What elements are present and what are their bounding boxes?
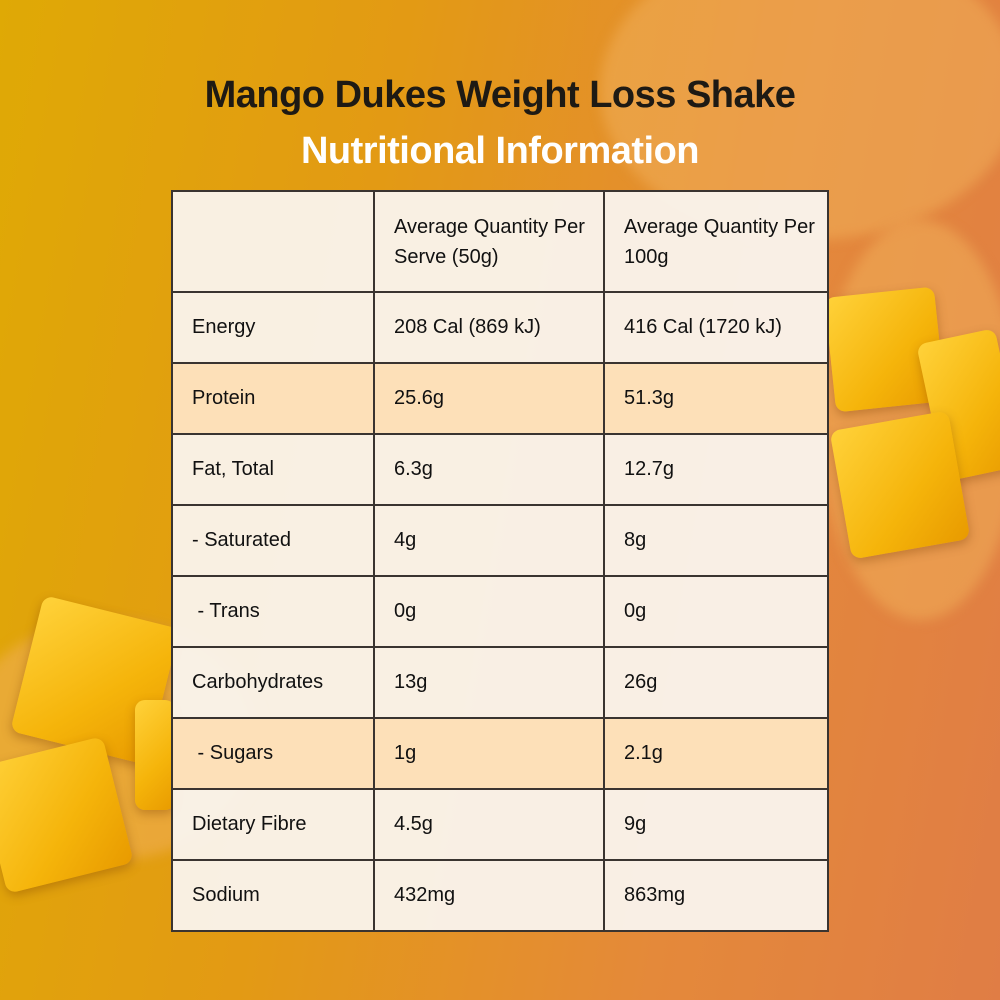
per-serve-value: 208 Cal (869 kJ) xyxy=(373,291,605,364)
table-row: - Saturated 4g 8g xyxy=(171,504,829,577)
per-100g-value: 9g xyxy=(603,788,829,861)
nutrition-table: Average Quantity Per Serve (50g) Average… xyxy=(171,190,829,932)
nutrient-label: - Saturated xyxy=(171,504,375,577)
per-serve-value: 25.6g xyxy=(373,362,605,435)
per-serve-value: 6.3g xyxy=(373,433,605,506)
per-100g-value: 26g xyxy=(603,646,829,719)
table-row: - Trans 0g 0g xyxy=(171,575,829,648)
mango-cube-image xyxy=(829,410,971,560)
page-title: Mango Dukes Weight Loss Shake xyxy=(204,74,796,116)
table-row: Dietary Fibre 4.5g 9g xyxy=(171,788,829,861)
per-serve-value: 4g xyxy=(373,504,605,577)
per-serve-value: 4.5g xyxy=(373,788,605,861)
per-100g-value: 2.1g xyxy=(603,717,829,790)
table-row: Sodium 432mg 863mg xyxy=(171,859,829,932)
header-per-serve: Average Quantity Per Serve (50g) xyxy=(373,190,605,293)
nutrient-label: Fat, Total xyxy=(171,433,375,506)
table-row: Protein 25.6g 51.3g xyxy=(171,362,829,435)
nutrient-label: Energy xyxy=(171,291,375,364)
per-100g-value: 8g xyxy=(603,504,829,577)
table-row: - Sugars 1g 2.1g xyxy=(171,717,829,790)
mango-cube-image xyxy=(135,700,175,810)
header-cell-empty xyxy=(171,190,375,293)
nutrient-label: - Trans xyxy=(171,575,375,648)
per-serve-value: 0g xyxy=(373,575,605,648)
header-per-100g: Average Quantity Per 100g xyxy=(603,190,829,293)
table-header-row: Average Quantity Per Serve (50g) Average… xyxy=(171,190,829,293)
nutrient-label: - Sugars xyxy=(171,717,375,790)
nutrient-label: Protein xyxy=(171,362,375,435)
nutrient-label: Carbohydrates xyxy=(171,646,375,719)
per-serve-value: 432mg xyxy=(373,859,605,932)
per-serve-value: 13g xyxy=(373,646,605,719)
per-100g-value: 416 Cal (1720 kJ) xyxy=(603,291,829,364)
table-row: Fat, Total 6.3g 12.7g xyxy=(171,433,829,506)
nutrient-label: Sodium xyxy=(171,859,375,932)
per-100g-value: 12.7g xyxy=(603,433,829,506)
table-row: Carbohydrates 13g 26g xyxy=(171,646,829,719)
per-100g-value: 51.3g xyxy=(603,362,829,435)
per-serve-value: 1g xyxy=(373,717,605,790)
table-row: Energy 208 Cal (869 kJ) 416 Cal (1720 kJ) xyxy=(171,291,829,364)
per-100g-value: 0g xyxy=(603,575,829,648)
page-subtitle: Nutritional Information xyxy=(300,130,700,172)
nutrient-label: Dietary Fibre xyxy=(171,788,375,861)
per-100g-value: 863mg xyxy=(603,859,829,932)
